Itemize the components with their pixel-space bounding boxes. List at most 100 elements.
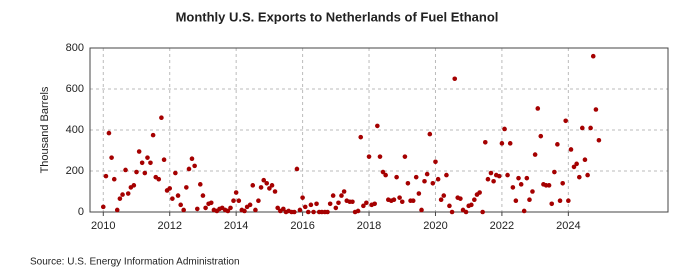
point bbox=[253, 207, 258, 213]
point bbox=[410, 198, 416, 204]
point bbox=[233, 190, 239, 195]
point bbox=[264, 181, 270, 186]
x-tick-label: 2012 bbox=[157, 220, 181, 232]
point bbox=[339, 193, 344, 198]
point bbox=[566, 198, 571, 204]
point bbox=[485, 176, 491, 182]
point bbox=[435, 176, 441, 182]
point bbox=[100, 204, 106, 210]
point bbox=[114, 207, 120, 213]
point bbox=[593, 107, 599, 112]
point bbox=[574, 161, 579, 167]
point bbox=[563, 118, 568, 124]
point bbox=[555, 142, 560, 147]
point bbox=[507, 141, 513, 146]
point bbox=[472, 197, 477, 202]
point bbox=[505, 172, 510, 178]
point bbox=[361, 203, 366, 209]
point bbox=[433, 159, 438, 165]
point bbox=[502, 126, 507, 132]
chart-title: Monthly U.S. Exports to Netherlands of F… bbox=[176, 9, 499, 24]
point bbox=[161, 157, 167, 163]
point bbox=[267, 186, 272, 191]
x-tick-label: 2010 bbox=[91, 220, 115, 232]
point bbox=[383, 172, 388, 178]
point bbox=[275, 205, 280, 211]
point bbox=[208, 200, 214, 206]
point bbox=[228, 205, 233, 211]
point bbox=[496, 173, 502, 179]
x-tick-label: 2016 bbox=[290, 220, 314, 232]
point bbox=[413, 174, 419, 180]
x-tick-label: 2024 bbox=[556, 220, 580, 232]
point bbox=[579, 125, 585, 131]
point bbox=[405, 181, 411, 186]
x-tick-label: 2018 bbox=[357, 220, 381, 232]
point bbox=[582, 157, 588, 163]
point bbox=[364, 200, 369, 206]
point bbox=[585, 172, 590, 178]
point bbox=[225, 208, 231, 214]
x-tick-label: 2020 bbox=[423, 220, 447, 232]
point bbox=[156, 176, 162, 182]
point bbox=[250, 183, 256, 188]
point bbox=[538, 133, 544, 139]
point bbox=[438, 197, 444, 202]
point bbox=[175, 193, 181, 198]
point bbox=[181, 207, 186, 213]
point bbox=[424, 171, 430, 177]
point bbox=[588, 125, 593, 131]
point bbox=[521, 208, 527, 214]
point bbox=[358, 134, 364, 140]
point bbox=[125, 191, 131, 196]
point bbox=[305, 209, 311, 215]
point bbox=[552, 169, 557, 175]
point bbox=[178, 202, 183, 208]
point bbox=[480, 209, 485, 215]
point bbox=[120, 192, 125, 197]
point bbox=[463, 209, 469, 215]
point bbox=[291, 209, 297, 215]
point bbox=[469, 202, 474, 208]
point bbox=[336, 200, 341, 206]
point bbox=[419, 207, 424, 213]
point bbox=[247, 202, 253, 208]
point bbox=[488, 170, 494, 176]
point bbox=[111, 176, 117, 182]
point bbox=[197, 182, 203, 187]
point bbox=[236, 198, 242, 204]
point bbox=[186, 166, 192, 172]
point bbox=[103, 173, 109, 179]
point bbox=[527, 197, 532, 202]
x-tick-label: 2022 bbox=[490, 220, 514, 232]
y-tick-label: 800 bbox=[66, 42, 84, 54]
point bbox=[402, 154, 408, 159]
point bbox=[341, 189, 347, 194]
point bbox=[123, 167, 128, 173]
point bbox=[452, 76, 458, 82]
point bbox=[422, 178, 427, 184]
point bbox=[242, 208, 247, 214]
point bbox=[513, 198, 519, 204]
point bbox=[571, 164, 577, 170]
point bbox=[577, 174, 582, 180]
point bbox=[106, 130, 112, 136]
point bbox=[427, 131, 433, 137]
point bbox=[557, 198, 563, 204]
point bbox=[272, 189, 278, 194]
point bbox=[444, 172, 449, 178]
point bbox=[482, 140, 488, 145]
point bbox=[560, 181, 565, 186]
point bbox=[380, 169, 386, 175]
point bbox=[167, 186, 173, 191]
point bbox=[297, 207, 303, 213]
point bbox=[535, 106, 541, 111]
point bbox=[518, 182, 524, 187]
point bbox=[441, 193, 447, 198]
y-tick-label: 600 bbox=[66, 83, 84, 95]
point bbox=[449, 209, 455, 215]
point bbox=[350, 199, 355, 205]
point bbox=[311, 209, 316, 215]
point bbox=[294, 166, 300, 172]
